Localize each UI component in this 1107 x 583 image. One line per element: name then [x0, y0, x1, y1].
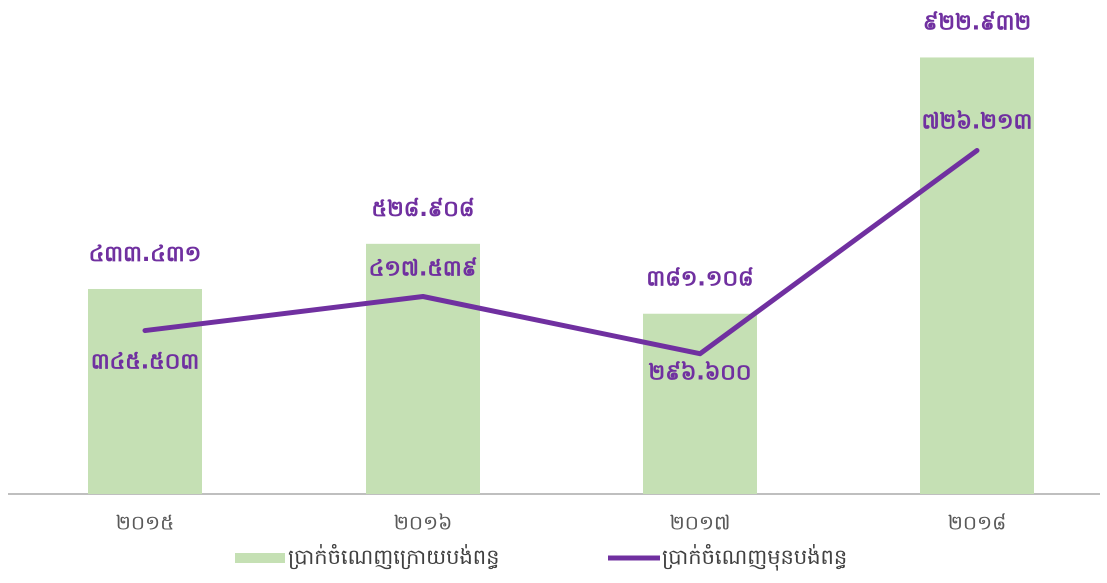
- x-tick-label: ២០១៧: [670, 511, 731, 535]
- bar: [88, 288, 202, 494]
- bar: [920, 57, 1034, 495]
- legend-swatch: [235, 553, 285, 563]
- x-tick-label: ២០១៥: [116, 511, 175, 535]
- legend-label: ប្រាក់ចំណេញមុនបង់ពន្ធ: [662, 544, 847, 571]
- bar-value-label: ៣៨១.១០៨: [646, 267, 753, 292]
- line-value-label: ២៩៦.៦០០: [649, 361, 752, 386]
- x-tick-label: ២០១៦: [394, 511, 453, 535]
- line-value-label: ៤១៧.៥៣៩: [369, 257, 478, 282]
- legend-label: ប្រាក់ចំណេញក្រោយបង់ពន្ធ: [288, 544, 499, 570]
- line-value-label: ៣៤៥.៥០៣: [91, 350, 199, 375]
- x-tick-label: ២០១៨: [948, 511, 1007, 535]
- bar-value-label: ៩២២.៩៣២: [923, 10, 1031, 35]
- bar: [366, 243, 480, 494]
- bar-value-label: ៤៣៣.៤៣១: [89, 242, 202, 267]
- bar: [643, 313, 757, 494]
- line: [142, 148, 980, 357]
- bar-value-label: ៥២៨.៩០៨: [372, 197, 475, 222]
- line-value-label: ៧២៦.២១៣: [922, 110, 1033, 135]
